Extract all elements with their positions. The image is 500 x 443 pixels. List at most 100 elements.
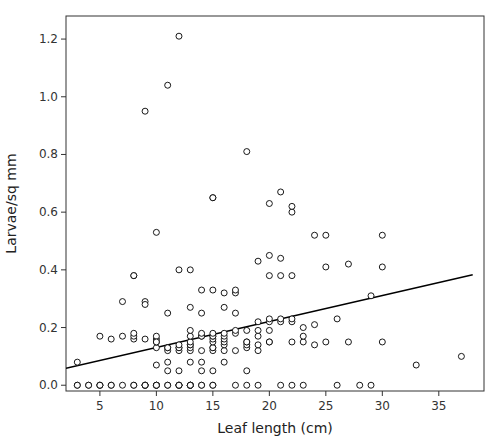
point — [278, 255, 284, 261]
point — [187, 304, 193, 310]
point — [266, 201, 272, 207]
point — [187, 339, 193, 345]
point — [244, 382, 250, 388]
point — [187, 382, 193, 388]
point — [232, 287, 238, 293]
point — [379, 264, 385, 270]
point — [142, 108, 148, 114]
point — [199, 359, 205, 365]
point — [176, 382, 182, 388]
point — [266, 252, 272, 258]
x-tick — [156, 391, 157, 396]
point — [187, 267, 193, 273]
point — [210, 330, 216, 336]
point — [165, 359, 171, 365]
point — [187, 382, 193, 388]
point — [379, 339, 385, 345]
point — [176, 382, 182, 388]
point — [368, 382, 374, 388]
point — [74, 382, 80, 388]
y-tick — [61, 154, 66, 155]
x-tick — [212, 391, 213, 396]
regression-line — [66, 275, 473, 368]
point — [165, 82, 171, 88]
point — [379, 232, 385, 238]
point — [153, 333, 159, 339]
point — [153, 382, 159, 388]
point — [266, 273, 272, 279]
point — [413, 362, 419, 368]
point — [278, 273, 284, 279]
point — [255, 348, 261, 354]
x-axis: 5101520253035 — [96, 391, 446, 413]
point — [289, 273, 295, 279]
point — [244, 339, 250, 345]
point — [334, 382, 340, 388]
point — [153, 382, 159, 388]
point — [210, 382, 216, 388]
point — [334, 316, 340, 322]
point — [165, 345, 171, 351]
point — [187, 359, 193, 365]
point — [86, 382, 92, 388]
point — [244, 327, 250, 333]
point — [289, 339, 295, 345]
point — [108, 336, 114, 342]
point — [142, 382, 148, 388]
point — [323, 232, 329, 238]
y-tick-label: 0.4 — [39, 263, 58, 277]
point — [289, 382, 295, 388]
point — [176, 382, 182, 388]
point — [119, 299, 125, 305]
point — [142, 382, 148, 388]
chart: 5101520253035Leaf length (cm)0.00.20.40.… — [0, 0, 500, 443]
point — [210, 195, 216, 201]
x-tick-label: 10 — [149, 399, 164, 413]
point — [300, 333, 306, 339]
point — [153, 382, 159, 388]
point — [131, 330, 137, 336]
plot-area — [66, 33, 473, 388]
x-tick-label: 15 — [205, 399, 220, 413]
point — [97, 382, 103, 388]
point — [368, 293, 374, 299]
point — [199, 382, 205, 388]
x-tick-label: 35 — [431, 399, 446, 413]
point — [323, 339, 329, 345]
point — [300, 382, 306, 388]
point — [187, 382, 193, 388]
point — [199, 382, 205, 388]
point — [289, 316, 295, 322]
point — [300, 325, 306, 331]
point — [345, 339, 351, 345]
point — [142, 382, 148, 388]
point — [232, 348, 238, 354]
point — [458, 353, 464, 359]
point — [97, 333, 103, 339]
y-tick-label: 0.6 — [39, 205, 58, 219]
y-axis: 0.00.20.40.60.81.01.2 — [39, 32, 66, 392]
point — [199, 330, 205, 336]
point — [176, 33, 182, 39]
point — [266, 339, 272, 345]
point — [232, 310, 238, 316]
point — [142, 301, 148, 307]
x-tick-label: 5 — [96, 399, 104, 413]
y-tick — [61, 39, 66, 40]
y-tick-label: 0.2 — [39, 321, 58, 335]
point — [153, 339, 159, 345]
point — [278, 382, 284, 388]
point — [345, 261, 351, 267]
plot-frame — [66, 16, 484, 391]
point — [86, 382, 92, 388]
point — [278, 189, 284, 195]
point — [176, 368, 182, 374]
y-tick — [61, 327, 66, 328]
point — [131, 382, 137, 388]
point — [176, 342, 182, 348]
point — [97, 382, 103, 388]
point — [165, 345, 171, 351]
point — [187, 333, 193, 339]
point — [255, 382, 261, 388]
point — [119, 382, 125, 388]
